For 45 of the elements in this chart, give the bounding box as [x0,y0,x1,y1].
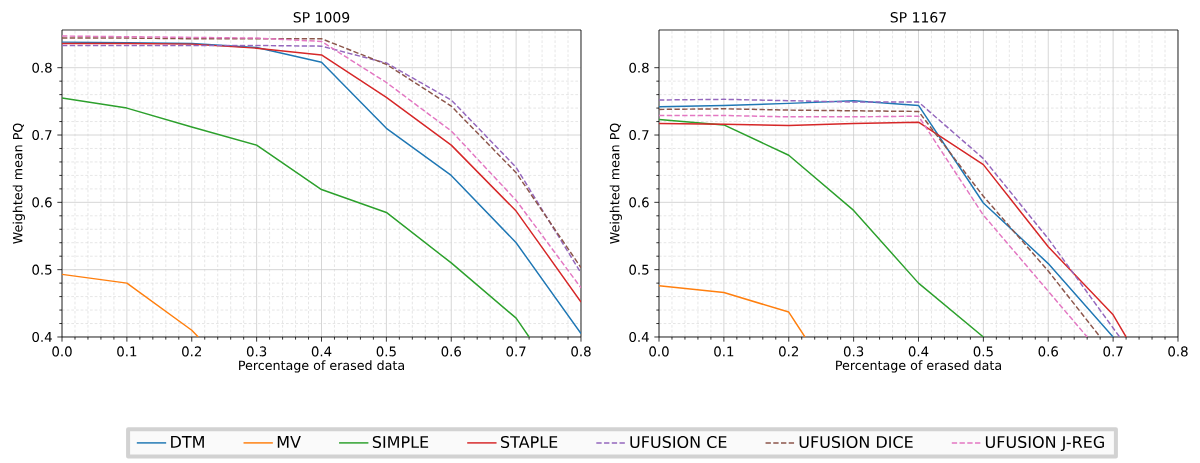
y-tick-label: 0.7 [32,129,52,141]
y-tick-label: 0.6 [32,197,52,208]
y-tick-label: 0.8 [32,62,52,73]
x-tick-label: 0.2 [779,346,799,357]
x-tick-label: 0.8 [571,346,591,357]
x-tick-label: 0.1 [117,346,137,357]
y-axis-title: Weighted mean PQ [12,123,25,244]
x-tick-label: 0.5 [376,346,396,357]
legend-label: UFUSION J-REG [985,435,1104,452]
y-axis-title: Weighted mean PQ [609,123,622,244]
x-tick-label: 0.4 [908,346,929,357]
x-tick-label: 0.3 [843,346,864,357]
legend-label: UFUSION CE [630,435,727,449]
x-tick-label: 0.7 [1103,346,1123,357]
y-tick-label: 0.4 [629,331,649,343]
legend-label: MV [277,436,301,448]
line-series [659,118,985,337]
x-tick-label: 0.5 [973,346,993,357]
y-tick-label: 0.6 [629,197,649,208]
x-tick-label: 0.6 [1038,346,1059,357]
line-series [62,273,199,337]
legend-label: UFUSION DICE [799,435,913,449]
x-tick-label: 0.2 [182,346,202,357]
x-axis-title: Percentage of erased data [836,360,1001,373]
line-series [659,285,806,337]
legend-label: SIMPLE [372,435,429,449]
x-tick-label: 0.0 [52,346,72,357]
legend-label: DTM [171,436,204,448]
x-tick-label: 0.6 [441,346,462,357]
y-tick-label: 0.5 [32,264,52,275]
y-tick-label: 0.7 [629,129,649,141]
x-tick-label: 0.1 [714,346,734,357]
chart-title: SP 1167 [890,12,946,23]
y-tick-label: 0.5 [629,264,649,275]
x-tick-label: 0.7 [506,346,526,357]
chart-title: SP 1009 [293,12,350,23]
x-tick-label: 0.8 [1168,346,1188,357]
y-tick-label: 0.4 [32,331,52,343]
x-tick-label: 0.0 [649,346,669,357]
y-tick-label: 0.8 [629,62,649,73]
x-axis-title: Percentage of erased data [239,360,404,373]
x-tick-label: 0.3 [246,346,267,357]
legend-label: STAPLE [500,435,558,449]
x-tick-label: 0.4 [311,346,332,357]
line-series [62,97,530,337]
